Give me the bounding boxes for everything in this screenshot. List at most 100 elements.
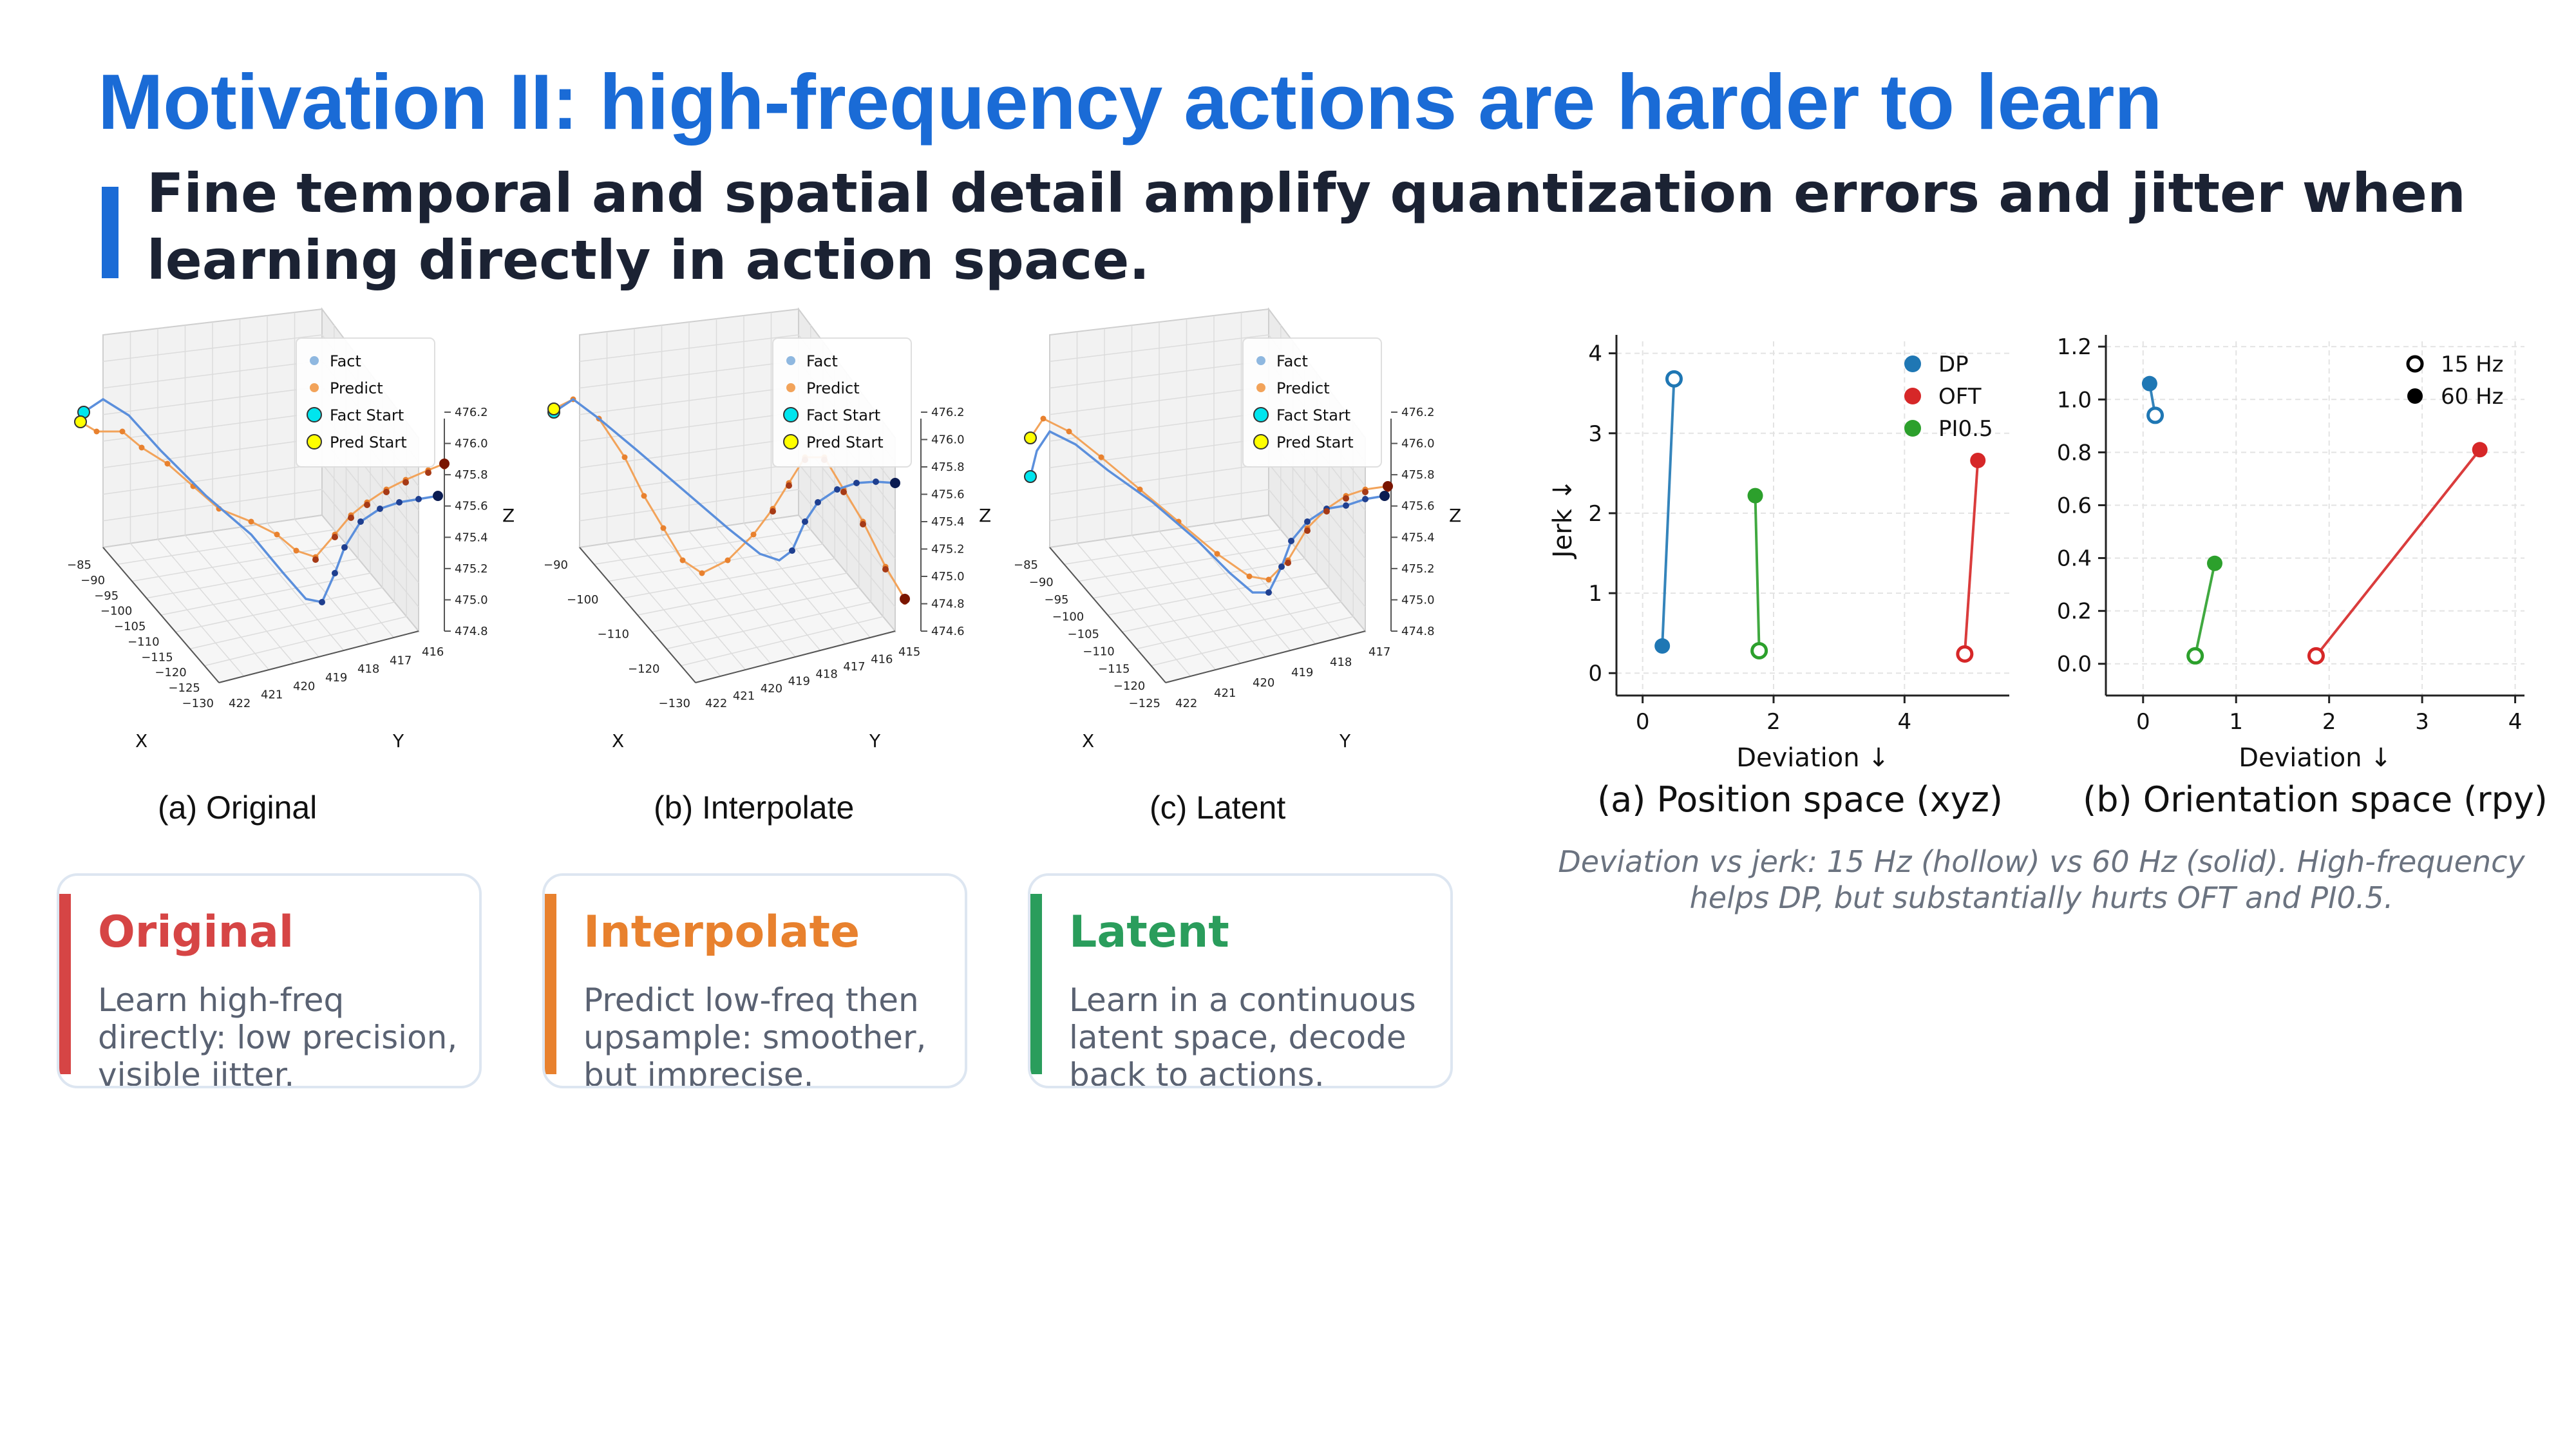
y-axis-label: Jerk ↓ — [1548, 479, 1578, 560]
grid-line — [212, 531, 319, 658]
series-line-pi0.5 — [2193, 563, 2216, 656]
x-tick-label: 2 — [1766, 709, 1781, 735]
predict-point — [1040, 415, 1046, 422]
grid-line — [1213, 523, 1316, 645]
scatter-chart-orientation: 0 1 2 3 4 0.0 0.2 0.4 0.6 0.8 1.0 1.2 Deviation ↓ (b)… — [2057, 334, 2548, 820]
point-15hz-dp — [2146, 406, 2164, 424]
y-tick-label: 419 — [325, 671, 347, 685]
y-axis-label: Y — [1339, 730, 1351, 752]
legend-marker — [310, 383, 319, 392]
card-original: Original Learn high-freq directly: low p… — [57, 873, 482, 1088]
fact-point — [357, 518, 364, 525]
y-tick-label: 0.0 — [2057, 652, 2092, 677]
x-tick-label: −120 — [155, 666, 186, 679]
x-tick-label: −125 — [1129, 697, 1160, 710]
x-axis-label: X — [135, 730, 147, 752]
grid-line — [1049, 437, 1269, 468]
z-tick-label: 475.8 — [455, 468, 488, 482]
fact-point — [377, 506, 383, 512]
point-60hz-oft — [2472, 442, 2488, 458]
x-tick-label: −90 — [80, 574, 105, 587]
trajectory-plot-latent: −85 −90 −95 −100 −105 −110 −115 −120 −125 X 417 418… — [1014, 307, 1461, 752]
legend-label: Predict — [1276, 379, 1330, 397]
grid-line — [715, 527, 821, 651]
predict-point — [119, 428, 126, 435]
grid-line — [1268, 463, 1366, 583]
x-tick-label: −115 — [1098, 662, 1130, 676]
y-tick-label: 418 — [815, 667, 837, 681]
subtitle-accent-bar — [102, 187, 118, 278]
grid-line — [102, 412, 323, 442]
z-tick-label: 475.4 — [931, 515, 965, 529]
z-tick-label: 474.8 — [455, 625, 488, 638]
fact-point — [1278, 564, 1285, 570]
z-tick-label: 474.8 — [1401, 625, 1435, 638]
x-axis-label: X — [1082, 730, 1094, 752]
y-tick-label: 422 — [229, 697, 251, 710]
legend-marker — [1904, 355, 1921, 372]
x-tick-label: −110 — [128, 635, 159, 649]
fact-point — [1343, 502, 1349, 509]
x-tick-label: −120 — [1113, 679, 1145, 693]
predict-point — [641, 493, 647, 499]
grid-line — [688, 531, 796, 658]
y-tick-label: 420 — [761, 682, 782, 696]
legend-label: Predict — [806, 379, 860, 397]
legend-label: Fact — [330, 352, 361, 370]
y-tick-label: 0.2 — [2057, 599, 2092, 625]
z-tick-label: 475.6 — [1401, 500, 1435, 513]
pred-end-marker — [1383, 481, 1393, 491]
predict-point — [138, 444, 145, 451]
predict-end-point — [1285, 560, 1291, 566]
fact-point — [1288, 538, 1294, 544]
grid-line — [204, 616, 407, 667]
x-tick-label: 0 — [1636, 709, 1650, 735]
z-axis-label: Z — [502, 505, 515, 526]
legend-marker-hollow — [2406, 355, 2424, 373]
y-tick-label: 420 — [1253, 676, 1274, 690]
legend-label: Fact Start — [806, 406, 880, 424]
y-tick-label: 0.4 — [2057, 546, 2092, 572]
y-tick-label: 421 — [733, 690, 755, 703]
legend-box — [1242, 337, 1382, 468]
z-tick-label: 475.2 — [455, 562, 488, 576]
y-tick-label: 416 — [871, 652, 893, 666]
legend-marker — [1256, 356, 1265, 365]
y-tick-label: 3 — [1588, 421, 1602, 447]
legend-label: Pred Start — [1276, 433, 1354, 451]
predict-end-point — [860, 521, 866, 527]
fact-trajectory — [83, 397, 439, 603]
y-tick-label: 417 — [390, 654, 412, 667]
y-tick-label: 420 — [293, 679, 315, 693]
legend-marker — [786, 383, 795, 392]
z-tick-label: 474.8 — [931, 598, 965, 611]
grid-line — [1159, 531, 1266, 658]
trajectory-plot-interpolate: −90 −100 −110 −120 −130 X 415 416 417 418 419 420 42… — [544, 307, 991, 752]
grid-line — [321, 463, 419, 583]
legend-box — [772, 337, 912, 468]
y-tick-label: 1.0 — [2057, 387, 2092, 413]
predict-point — [1246, 573, 1253, 580]
z-tick-label: 476.2 — [1401, 406, 1435, 419]
y-tick-label: 415 — [898, 645, 920, 659]
predict-end-point — [402, 479, 409, 486]
grid-line — [579, 463, 799, 495]
predict-point — [724, 557, 731, 564]
y-axis-edge — [1165, 630, 1366, 683]
x-tick-label: −110 — [598, 628, 629, 641]
fact-point — [396, 499, 402, 506]
predict-end-point — [882, 566, 889, 573]
predict-end-point — [332, 534, 338, 540]
x-tick-label: −90 — [1029, 576, 1054, 589]
fact-point — [1304, 518, 1311, 525]
x-tick-label: −90 — [544, 558, 568, 572]
predict-end-point — [383, 489, 390, 495]
predict-end-point — [425, 469, 431, 476]
y-axis-label: Y — [392, 730, 404, 752]
y-axis-label: Y — [869, 730, 881, 752]
x-tick-label: −105 — [1068, 628, 1099, 641]
legend-marker — [310, 356, 319, 365]
x-tick-label: −100 — [1052, 611, 1084, 624]
x-tick-label: −100 — [567, 593, 598, 607]
fact-point — [332, 570, 338, 576]
